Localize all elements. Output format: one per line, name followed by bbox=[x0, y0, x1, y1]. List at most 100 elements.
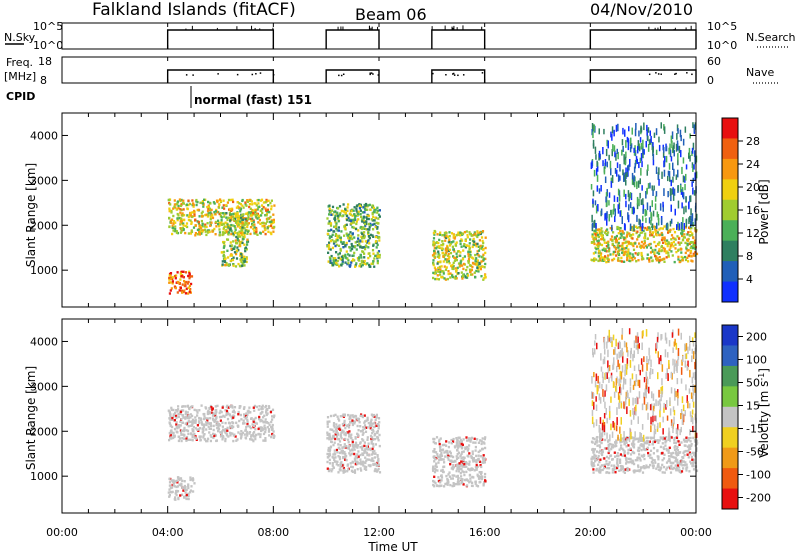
heatmap-cell bbox=[241, 214, 244, 217]
heatmap-cell bbox=[603, 128, 605, 135]
heatmap-cell bbox=[658, 248, 661, 251]
heatmap-cell bbox=[696, 213, 698, 221]
heatmap-cell bbox=[267, 210, 270, 214]
heatmap-cell bbox=[652, 148, 654, 156]
heatmap-cell bbox=[650, 425, 652, 433]
heatmap-cell bbox=[346, 218, 349, 222]
heatmap-cell bbox=[642, 204, 645, 212]
heatmap-cell bbox=[371, 436, 374, 439]
heatmap-cell bbox=[179, 204, 182, 208]
heatmap-cell bbox=[680, 441, 683, 444]
heatmap-cell bbox=[476, 473, 479, 476]
heatmap-cell bbox=[440, 265, 443, 268]
heatmap-cell bbox=[459, 239, 462, 243]
heatmap-cell bbox=[605, 148, 608, 157]
heatmap-cell bbox=[477, 441, 480, 444]
heatmap-cell bbox=[657, 174, 660, 181]
nsky-panel: N.Sky 10^5 10^0 10^5 10^0 N.Search bbox=[4, 20, 796, 83]
heatmap-cell bbox=[332, 443, 335, 447]
heatmap-cell bbox=[168, 411, 172, 414]
heatmap-cell bbox=[201, 202, 204, 205]
heatmap-cell bbox=[354, 218, 357, 222]
heatmap-cell bbox=[684, 449, 687, 453]
heatmap-cell bbox=[181, 283, 184, 286]
heatmap-cell bbox=[657, 332, 659, 340]
heatmap-cell bbox=[616, 244, 619, 247]
heatmap-cell bbox=[594, 146, 597, 154]
heatmap-cell bbox=[449, 272, 452, 275]
heatmap-cell bbox=[236, 220, 239, 223]
heatmap-cell bbox=[639, 178, 641, 185]
heatmap-cell bbox=[626, 171, 628, 178]
heatmap-cell bbox=[655, 467, 658, 470]
heatmap-cell bbox=[637, 344, 639, 351]
heatmap-cell bbox=[652, 189, 654, 196]
heatmap-cell bbox=[596, 174, 599, 182]
heatmap-cell bbox=[369, 420, 373, 423]
heatmap-cell bbox=[653, 240, 656, 244]
heatmap-cell bbox=[672, 240, 675, 244]
heatmap-cell bbox=[335, 423, 338, 426]
heatmap-cell bbox=[435, 241, 438, 244]
heatmap-cell bbox=[458, 465, 461, 468]
heatmap-cell bbox=[659, 203, 662, 211]
heatmap-cell bbox=[219, 409, 222, 413]
heatmap-cell bbox=[603, 463, 606, 467]
heatmap-cell bbox=[640, 448, 643, 452]
heatmap-cell bbox=[359, 430, 363, 433]
heatmap-cell bbox=[170, 408, 173, 411]
heatmap-cell bbox=[666, 466, 669, 469]
heatmap-cell bbox=[657, 351, 659, 358]
heatmap-cell bbox=[337, 207, 340, 210]
heatmap-cell bbox=[445, 474, 448, 478]
heatmap-cell bbox=[175, 409, 178, 412]
heatmap-cell bbox=[371, 223, 374, 226]
heatmap-cell bbox=[377, 417, 381, 420]
heatmap-cell bbox=[356, 424, 359, 428]
heatmap-cell bbox=[614, 208, 616, 217]
heatmap-cell bbox=[367, 464, 370, 467]
colorbar-tick-label: 24 bbox=[746, 158, 760, 171]
heatmap-cell bbox=[460, 245, 463, 248]
heatmap-cell bbox=[676, 429, 679, 437]
heatmap-cell bbox=[190, 282, 193, 286]
heatmap-cell bbox=[459, 464, 462, 467]
freq-trace bbox=[166, 69, 697, 83]
heatmap-cell bbox=[646, 447, 649, 451]
heatmap-cell bbox=[173, 485, 176, 488]
heatmap-cell bbox=[249, 226, 253, 229]
heatmap-cell bbox=[376, 255, 379, 258]
heatmap-cell bbox=[602, 376, 604, 384]
heatmap-cell bbox=[231, 258, 235, 262]
heatmap-cell bbox=[610, 423, 612, 431]
heatmap-cell bbox=[600, 441, 603, 444]
heatmap-cell bbox=[600, 366, 603, 372]
heatmap-cell bbox=[676, 133, 678, 140]
heatmap-cell bbox=[435, 277, 438, 281]
heatmap-cell bbox=[598, 251, 601, 254]
heatmap-cell bbox=[662, 151, 665, 158]
heatmap-cell bbox=[694, 247, 697, 251]
heatmap-cell bbox=[241, 199, 244, 203]
heatmap-cell bbox=[466, 479, 470, 482]
heatmap-cell bbox=[611, 242, 614, 246]
heatmap-cell bbox=[650, 256, 653, 259]
heatmap-cell bbox=[178, 289, 181, 292]
heatmap-cell bbox=[170, 479, 174, 482]
heatmap-cell bbox=[227, 226, 230, 229]
heatmap-cell bbox=[197, 220, 200, 224]
heatmap-cell bbox=[338, 451, 341, 455]
heatmap-cell bbox=[685, 384, 687, 391]
heatmap-cell bbox=[597, 233, 600, 237]
heatmap-cell bbox=[207, 208, 210, 211]
heatmap-cell bbox=[206, 229, 209, 232]
heatmap-cell bbox=[594, 454, 597, 458]
heatmap-cell bbox=[626, 258, 629, 262]
heatmap-cell bbox=[359, 458, 362, 461]
heatmap-cell bbox=[456, 467, 459, 471]
heatmap-cell bbox=[368, 242, 371, 245]
heatmap-cell bbox=[236, 239, 240, 242]
heatmap-cell bbox=[432, 243, 435, 246]
heatmap-cell bbox=[685, 469, 688, 472]
heatmap-cell bbox=[376, 423, 379, 426]
